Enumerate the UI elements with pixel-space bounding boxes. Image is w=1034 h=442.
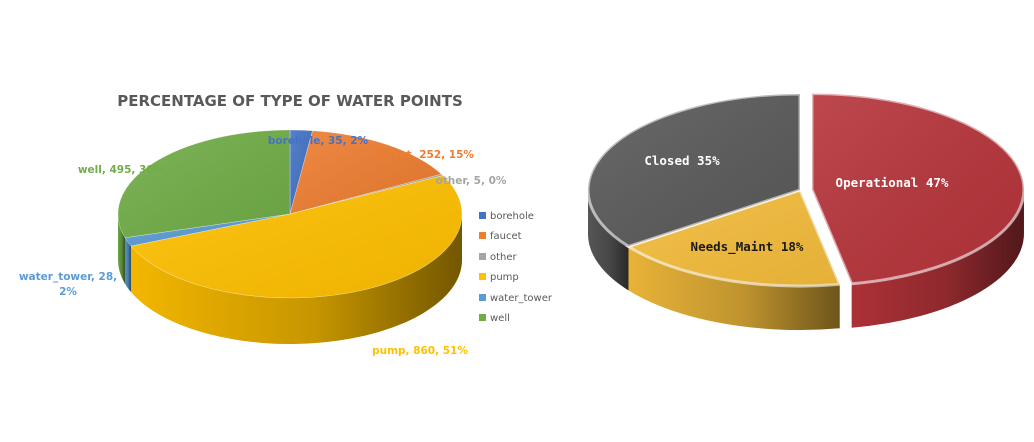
data-label-closed: Closed 35%	[644, 153, 720, 168]
data-labels: Operational 47% Needs_Maint 18% Closed 3…	[644, 153, 949, 255]
pie-slice-shade-operational	[811, 93, 1024, 284]
data-labels: borehole, 35, 2% faucet, 252, 15% other,…	[19, 135, 507, 357]
legend-label-other: other	[490, 252, 518, 263]
legend-swatch-faucet	[479, 232, 486, 239]
water-point-type-pie-chart: PERCENTAGE OF TYPE OF WATER POINTS boreh…	[19, 92, 553, 357]
pie-side-shade-operational	[851, 189, 1024, 328]
legend-item-other: other	[479, 252, 518, 263]
pie-side-shade-needs-maint	[628, 246, 840, 331]
legend-swatch-pump	[479, 273, 486, 280]
legend-item-pump: pump	[479, 272, 519, 283]
pie-side-shade-closed	[588, 190, 629, 291]
legend-swatch-borehole	[479, 212, 486, 219]
pie-side-shade-water-tower	[124, 237, 131, 293]
pie-slice-shade-water-tower	[124, 214, 290, 247]
pie-slice-shade-needs-maint	[628, 190, 840, 287]
data-label-needs-maint: Needs_Maint 18%	[691, 239, 804, 255]
pie-top-faces	[586, 91, 1026, 288]
pie-slice-shade-pump	[130, 175, 463, 299]
pie-side-shade-pump	[130, 214, 462, 345]
pie-slice-shade-closed	[587, 94, 800, 247]
legend-label-borehole: borehole	[490, 211, 534, 222]
legend-swatch-water-tower	[479, 294, 486, 301]
pie-side-walls	[118, 214, 462, 345]
legend-swatch-well	[479, 314, 486, 321]
chart-title: PERCENTAGE OF TYPE OF WATER POINTS	[117, 92, 463, 110]
pie-slice-shade-well	[118, 130, 290, 238]
data-label-faucet: faucet, 252, 15%	[374, 149, 474, 161]
legend-item-water-tower: water_tower	[479, 293, 553, 304]
pie-slice-shade-faucet	[290, 130, 442, 214]
legend-label-well: well	[490, 313, 510, 324]
legend-swatch-other	[479, 253, 486, 260]
water-point-status-pie-chart: Operational 47% Needs_Maint 18% Closed 3…	[586, 91, 1026, 331]
data-label-well: well, 495, 30%	[78, 164, 165, 176]
data-label-other: other, 5, 0%	[436, 175, 507, 187]
data-label-water-tower-percent: 2%	[59, 286, 77, 298]
legend-label-faucet: faucet	[490, 231, 522, 242]
pie-top-faces	[117, 129, 463, 299]
legend-item-well: well	[479, 313, 510, 324]
legend-item-borehole: borehole	[479, 211, 534, 222]
data-label-borehole: borehole, 35, 2%	[268, 135, 369, 147]
pie-side-shade-well	[118, 214, 125, 284]
pie-side-walls	[588, 189, 1024, 331]
data-label-water-tower: water_tower, 28,	[19, 271, 117, 283]
data-label-pump: pump, 860, 51%	[372, 345, 468, 357]
legend-label-pump: pump	[490, 272, 519, 283]
pie-slice-shade-other	[290, 174, 443, 214]
legend: borehole faucet other pump water_tower w…	[479, 211, 553, 324]
legend-item-faucet: faucet	[479, 231, 522, 242]
data-label-operational: Operational 47%	[836, 175, 949, 190]
legend-label-water-tower: water_tower	[490, 293, 553, 304]
